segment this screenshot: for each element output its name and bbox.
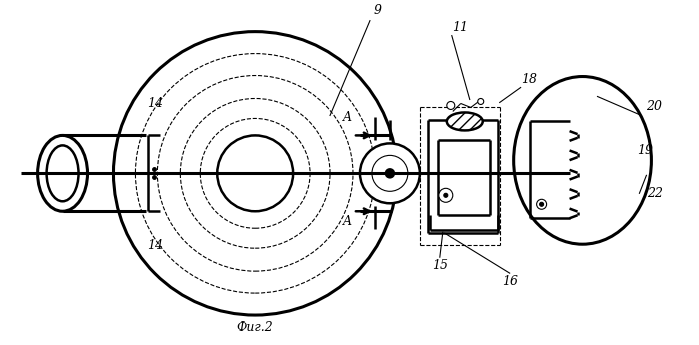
Text: 9: 9	[374, 4, 382, 17]
Ellipse shape	[514, 77, 651, 244]
Circle shape	[386, 169, 394, 177]
Text: 19: 19	[637, 144, 654, 157]
Text: 14: 14	[147, 239, 164, 252]
Ellipse shape	[447, 112, 483, 130]
Text: A: A	[343, 111, 352, 125]
Text: 20: 20	[647, 100, 663, 114]
Text: 11: 11	[452, 21, 468, 33]
Circle shape	[360, 144, 420, 203]
Circle shape	[540, 202, 544, 206]
Text: 16: 16	[502, 275, 518, 288]
Text: 15: 15	[432, 259, 448, 272]
Circle shape	[372, 155, 408, 191]
Circle shape	[439, 188, 453, 202]
Ellipse shape	[47, 145, 78, 201]
Text: 14: 14	[147, 97, 164, 110]
Text: 22: 22	[647, 187, 663, 200]
Text: A: A	[343, 215, 352, 228]
Ellipse shape	[113, 32, 397, 315]
Circle shape	[444, 193, 448, 197]
Ellipse shape	[38, 136, 87, 211]
Text: 18: 18	[521, 72, 537, 86]
Circle shape	[217, 136, 293, 211]
Circle shape	[477, 98, 484, 105]
Circle shape	[537, 199, 547, 209]
Circle shape	[447, 101, 455, 109]
Text: Фиг.2: Фиг.2	[237, 321, 273, 334]
